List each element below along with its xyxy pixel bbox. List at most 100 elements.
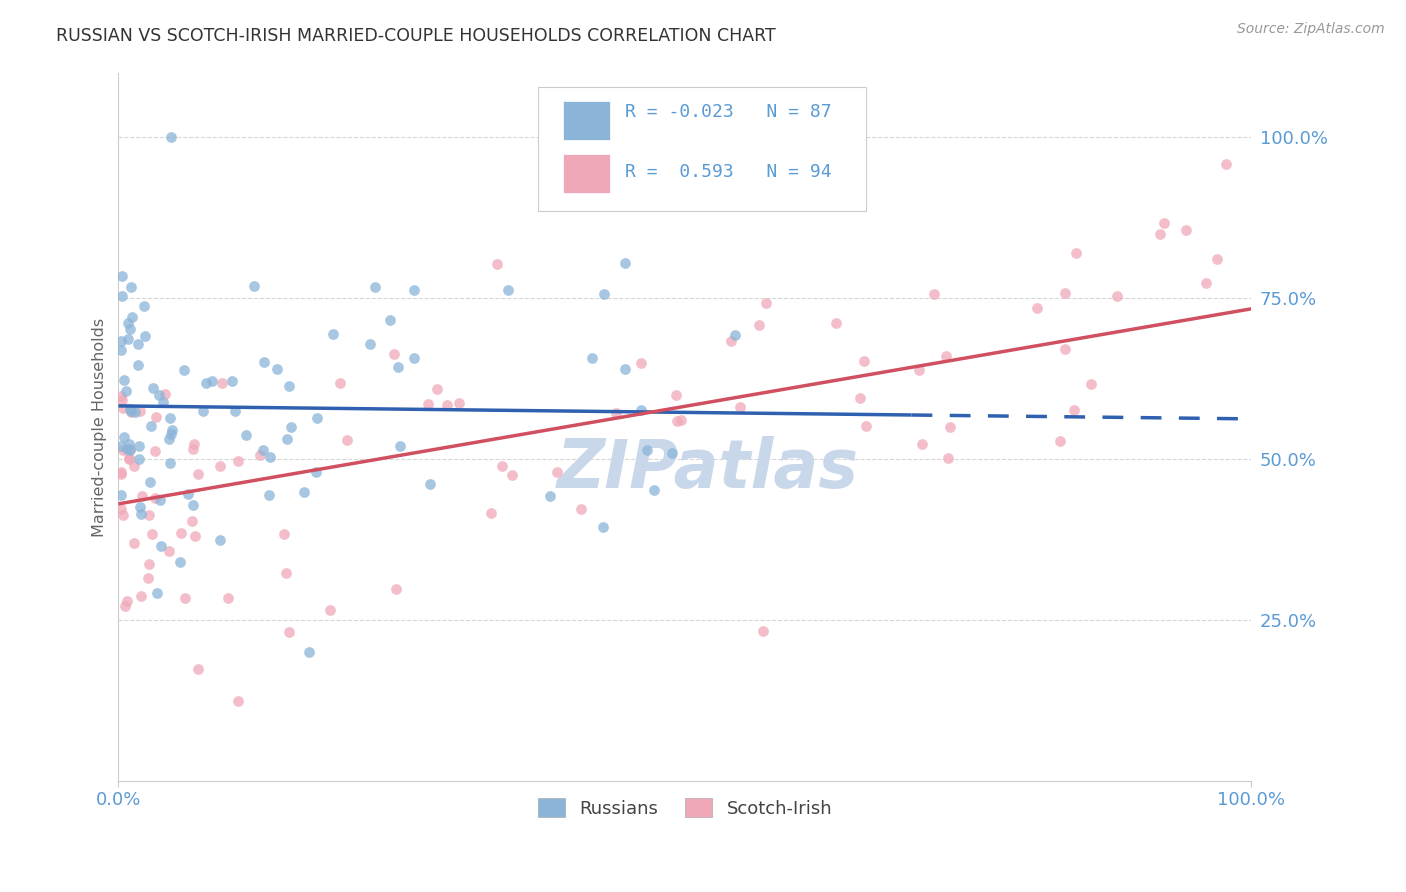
Point	[115, 442, 138, 456]
Point	[128, 439, 150, 453]
Point	[426, 382, 449, 396]
Point	[118, 436, 141, 450]
Point	[115, 594, 138, 608]
Point	[181, 514, 204, 528]
Point	[938, 450, 960, 465]
Point	[720, 334, 742, 349]
Point	[160, 423, 183, 437]
Point	[155, 387, 177, 401]
Point	[112, 373, 135, 387]
Point	[613, 361, 636, 376]
Point	[120, 404, 142, 418]
Point	[908, 363, 931, 377]
Point	[538, 489, 561, 503]
Point	[849, 391, 872, 405]
Point	[1153, 216, 1175, 230]
Point	[1053, 342, 1076, 356]
Point	[187, 467, 209, 481]
Point	[143, 444, 166, 458]
Point	[159, 130, 181, 145]
Point	[118, 401, 141, 416]
Point	[118, 442, 141, 457]
Point	[259, 450, 281, 464]
Point	[359, 337, 381, 351]
Point	[1174, 223, 1197, 237]
Point	[134, 328, 156, 343]
Point	[131, 489, 153, 503]
Point	[605, 406, 627, 420]
Point	[276, 566, 298, 581]
Y-axis label: Married-couple Households: Married-couple Households	[93, 318, 107, 537]
Text: Source: ZipAtlas.com: Source: ZipAtlas.com	[1237, 22, 1385, 37]
Point	[637, 443, 659, 458]
Point	[728, 400, 751, 414]
Point	[149, 539, 172, 553]
Point	[387, 359, 409, 374]
Point	[111, 443, 134, 458]
Point	[1105, 289, 1128, 303]
Point	[110, 343, 132, 357]
Point	[143, 491, 166, 506]
Point	[170, 525, 193, 540]
Point	[855, 419, 877, 434]
Point	[322, 327, 344, 342]
Point	[592, 520, 614, 534]
Point	[146, 586, 169, 600]
Point	[273, 527, 295, 541]
Point	[208, 459, 231, 474]
Text: RUSSIAN VS SCOTCH-IRISH MARRIED-COUPLE HOUSEHOLDS CORRELATION CHART: RUSSIAN VS SCOTCH-IRISH MARRIED-COUPLE H…	[56, 27, 776, 45]
Point	[110, 488, 132, 502]
Point	[935, 349, 957, 363]
Point	[110, 439, 132, 453]
Point	[1025, 301, 1047, 315]
Point	[110, 389, 132, 403]
Point	[1066, 245, 1088, 260]
Point	[110, 334, 132, 349]
Point	[546, 465, 568, 479]
Point	[128, 451, 150, 466]
Point	[183, 436, 205, 450]
Point	[630, 403, 652, 417]
Point	[389, 439, 412, 453]
Point	[226, 694, 249, 708]
Point	[138, 508, 160, 522]
Point	[145, 410, 167, 425]
Point	[298, 645, 321, 659]
Point	[184, 529, 207, 543]
Point	[160, 427, 183, 442]
Point	[134, 299, 156, 313]
Point	[305, 466, 328, 480]
Point	[181, 498, 204, 512]
Point	[124, 458, 146, 473]
Point	[110, 502, 132, 516]
Point	[118, 442, 141, 456]
Point	[124, 405, 146, 419]
Point	[110, 467, 132, 481]
Point	[1054, 286, 1077, 301]
Point	[661, 445, 683, 459]
Point	[118, 451, 141, 466]
Point	[1049, 434, 1071, 448]
Point	[120, 405, 142, 419]
Point	[336, 433, 359, 447]
Point	[329, 376, 352, 390]
Point	[755, 295, 778, 310]
Point	[630, 356, 652, 370]
Point	[1195, 276, 1218, 290]
Point	[112, 429, 135, 443]
Point	[669, 413, 692, 427]
Point	[157, 432, 180, 446]
Point	[111, 288, 134, 302]
Point	[122, 536, 145, 550]
Point	[305, 411, 328, 425]
Point	[498, 283, 520, 297]
Point	[174, 591, 197, 605]
Point	[129, 508, 152, 522]
Point	[319, 603, 342, 617]
Point	[259, 488, 281, 502]
Point	[159, 411, 181, 425]
Point	[149, 493, 172, 508]
Point	[501, 468, 523, 483]
Point	[419, 477, 441, 491]
Point	[266, 362, 288, 376]
